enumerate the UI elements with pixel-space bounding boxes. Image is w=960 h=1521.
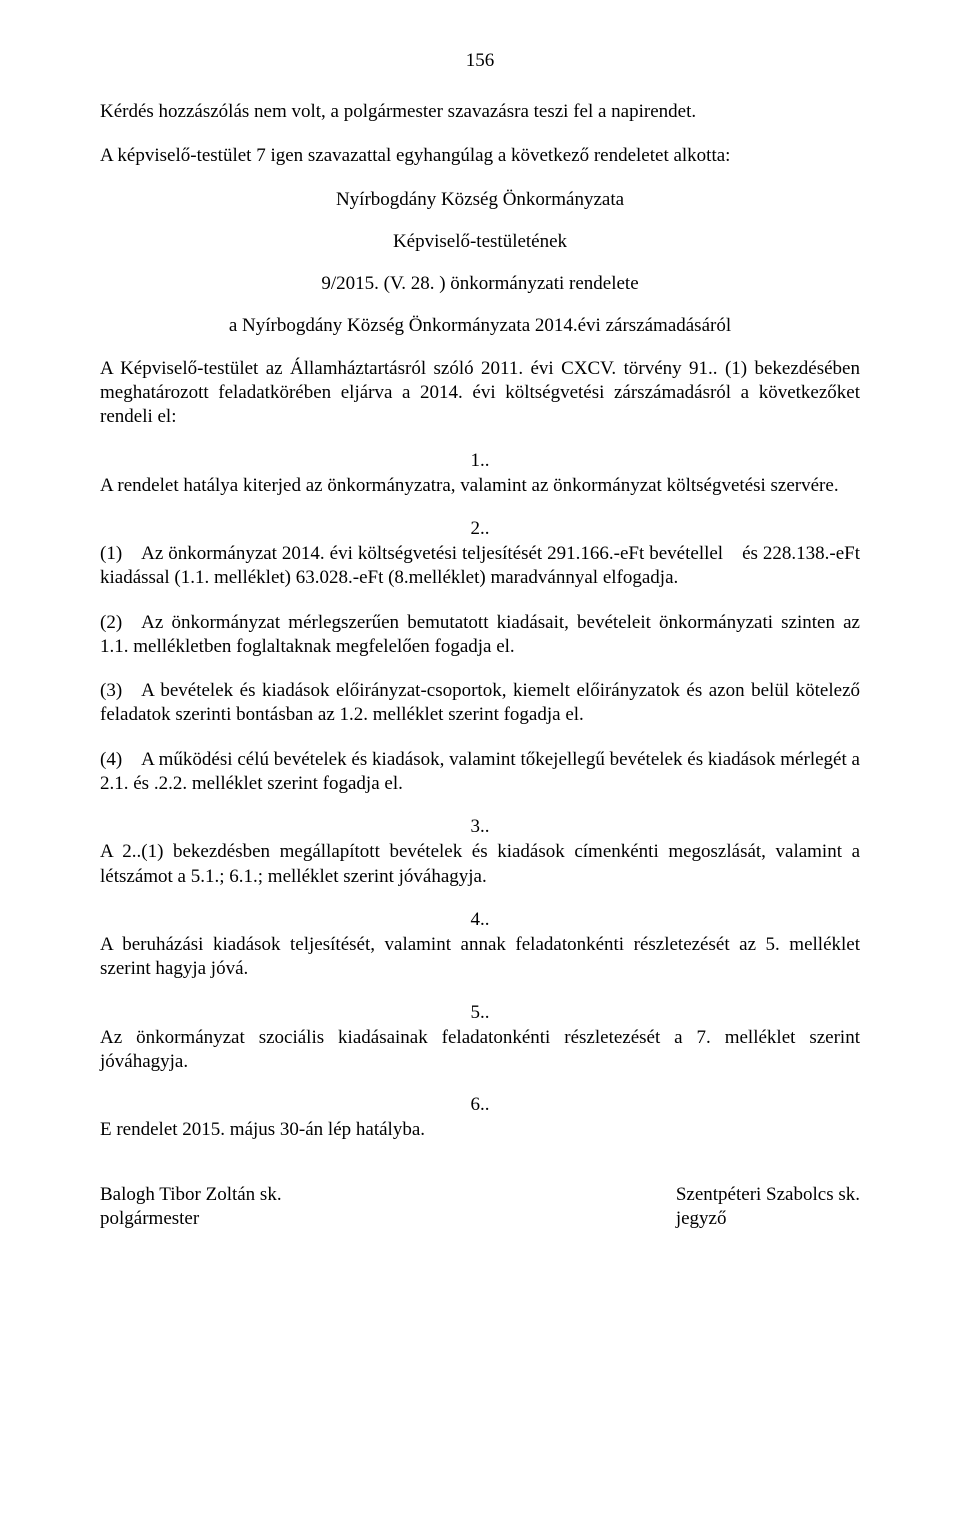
section-3-number: 3.. (100, 816, 860, 838)
section-4-number: 4.. (100, 909, 860, 931)
section-2-item-2: (2) Az önkormányzat mérlegszerűen bemuta… (100, 611, 860, 660)
signature-row: Balogh Tibor Zoltán sk. polgármester Sze… (100, 1183, 860, 1232)
section-2-number: 2.. (100, 518, 860, 540)
section-6-text: E rendelet 2015. május 30-án lép hatályb… (100, 1118, 860, 1142)
section-2-item-4: (4) A működési célú bevételek és kiadáso… (100, 748, 860, 797)
signer-left-name: Balogh Tibor Zoltán sk. (100, 1183, 282, 1207)
heading-org-1: Nyírbogdány Község Önkormányzata (100, 189, 860, 211)
section-5-text: Az önkormányzat szociális kiadásainak fe… (100, 1026, 860, 1075)
section-6-number: 6.. (100, 1094, 860, 1116)
signer-left-title: polgármester (100, 1207, 282, 1231)
section-1-number: 1.. (100, 450, 860, 472)
section-4-text: A beruházási kiadások teljesítését, vala… (100, 933, 860, 982)
signature-left: Balogh Tibor Zoltán sk. polgármester (100, 1183, 282, 1232)
signer-right-title: jegyző (676, 1207, 860, 1231)
heading-decree-subject: a Nyírbogdány Község Önkormányzata 2014.… (100, 315, 860, 337)
document-page: 156 Kérdés hozzászólás nem volt, a polgá… (0, 0, 960, 1291)
paragraph-intro-2: A képviselő-testület 7 igen szavazattal … (100, 144, 860, 168)
paragraph-preamble: A Képviselő-testület az Államháztartásró… (100, 357, 860, 430)
section-2-item-3: (3) A bevételek és kiadások előirányzat-… (100, 679, 860, 728)
section-5-number: 5.. (100, 1002, 860, 1024)
signature-right: Szentpéteri Szabolcs sk. jegyző (676, 1183, 860, 1232)
section-2-item-1: (1) Az önkormányzat 2014. évi költségvet… (100, 542, 860, 591)
signer-right-name: Szentpéteri Szabolcs sk. (676, 1183, 860, 1207)
page-number: 156 (100, 50, 860, 72)
section-1-text: A rendelet hatálya kiterjed az önkormány… (100, 474, 860, 498)
heading-org-2: Képviselő-testületének (100, 231, 860, 253)
paragraph-intro-1: Kérdés hozzászólás nem volt, a polgármes… (100, 100, 860, 124)
section-3-text: A 2..(1) bekezdésben megállapított bevét… (100, 840, 860, 889)
heading-decree-no: 9/2015. (V. 28. ) önkormányzati rendelet… (100, 273, 860, 295)
